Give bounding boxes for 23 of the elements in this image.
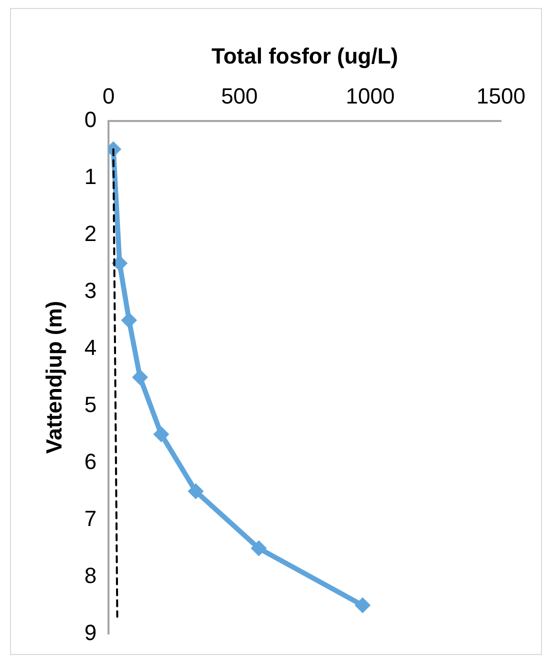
y-tick-label: 9 [84,620,97,645]
y-tick-label: 1 [84,164,97,189]
y-tick-label: 4 [84,334,97,360]
point [250,540,267,556]
x-tick-label: 1500 [476,84,526,109]
y-tick-label: 6 [84,448,97,474]
y-tick-label: 7 [84,506,97,531]
y-tick-label: 2 [84,220,97,246]
x-tick-label: 500 [221,84,258,109]
y-tick-label: 8 [84,562,97,588]
y-tick-label: 3 [84,278,97,303]
x-axis-title: Total fosfor (ug/L) [212,43,398,68]
point [153,426,170,442]
y-axis-title: Vattendjup (m) [41,300,66,454]
x-tick-label: 1000 [346,84,395,109]
y-tick-label: 5 [84,392,97,417]
x-tick-label: 0 [102,84,115,109]
y-tick-label: 0 [84,106,97,132]
point [188,483,204,500]
point [132,369,148,386]
point [354,597,371,614]
point [121,312,138,328]
point [112,255,128,272]
